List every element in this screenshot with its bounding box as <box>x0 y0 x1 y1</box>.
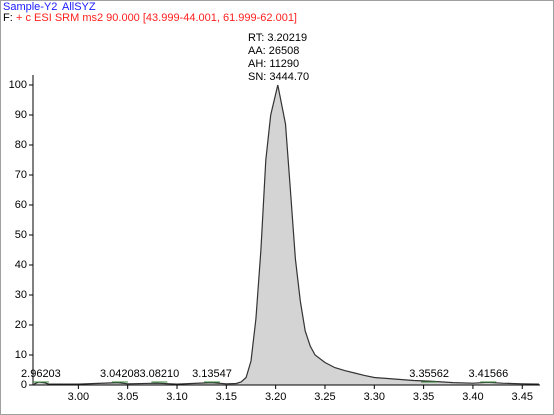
peak-label: 3.13547 <box>192 368 232 380</box>
peak-info: RT: 3.20219 <box>248 32 307 44</box>
peak-label: 2.96203 <box>21 368 61 380</box>
sample: Sample-Y2 <box>3 1 57 13</box>
peak-label: 3.04208 <box>100 368 140 380</box>
x-tick-label: 3.20 <box>265 391 286 403</box>
y-tick-label: 80 <box>15 139 27 151</box>
y-tick-label: 90 <box>15 109 27 121</box>
y-tick-label: 10 <box>15 349 27 361</box>
peak-info: SN: 3444.70 <box>248 71 309 83</box>
x-tick-label: 3.35 <box>413 391 434 403</box>
y-tick-label: 60 <box>15 199 27 211</box>
x-tick-label: 3.10 <box>166 391 187 403</box>
y-tick-label: 40 <box>15 259 27 271</box>
peak-info: AH: 11290 <box>248 58 299 70</box>
y-tick-label: 0 <box>21 379 27 391</box>
trace <box>33 84 540 385</box>
y-tick-label: 50 <box>15 229 27 241</box>
y-tick-label: 100 <box>9 79 27 91</box>
sample-name: AllSYZ <box>62 1 96 13</box>
peak-area <box>33 85 540 385</box>
x-tick-label: 3.25 <box>314 391 335 403</box>
x-tick-label: 3.00 <box>68 391 89 403</box>
peak-info: AA: 26508 <box>248 45 299 57</box>
filter-prefix: F: <box>3 12 13 24</box>
peak-label: 3.35562 <box>409 368 449 380</box>
x-tick-label: 3.15 <box>216 391 237 403</box>
x-tick-label: 3.05 <box>117 391 138 403</box>
y-tick-label: 70 <box>15 169 27 181</box>
filter: + c ESI SRM ms2 90.000 [43.999-44.001, 6… <box>16 12 297 24</box>
peak-label: 3.41566 <box>468 368 508 380</box>
y-tick-label: 30 <box>15 289 27 301</box>
y-tick-label: 20 <box>15 319 27 331</box>
x-tick-label: 3.45 <box>512 391 533 403</box>
peak-label: 3.08210 <box>139 368 179 380</box>
x-tick-label: 3.40 <box>462 391 483 403</box>
x-tick-label: 3.30 <box>364 391 385 403</box>
